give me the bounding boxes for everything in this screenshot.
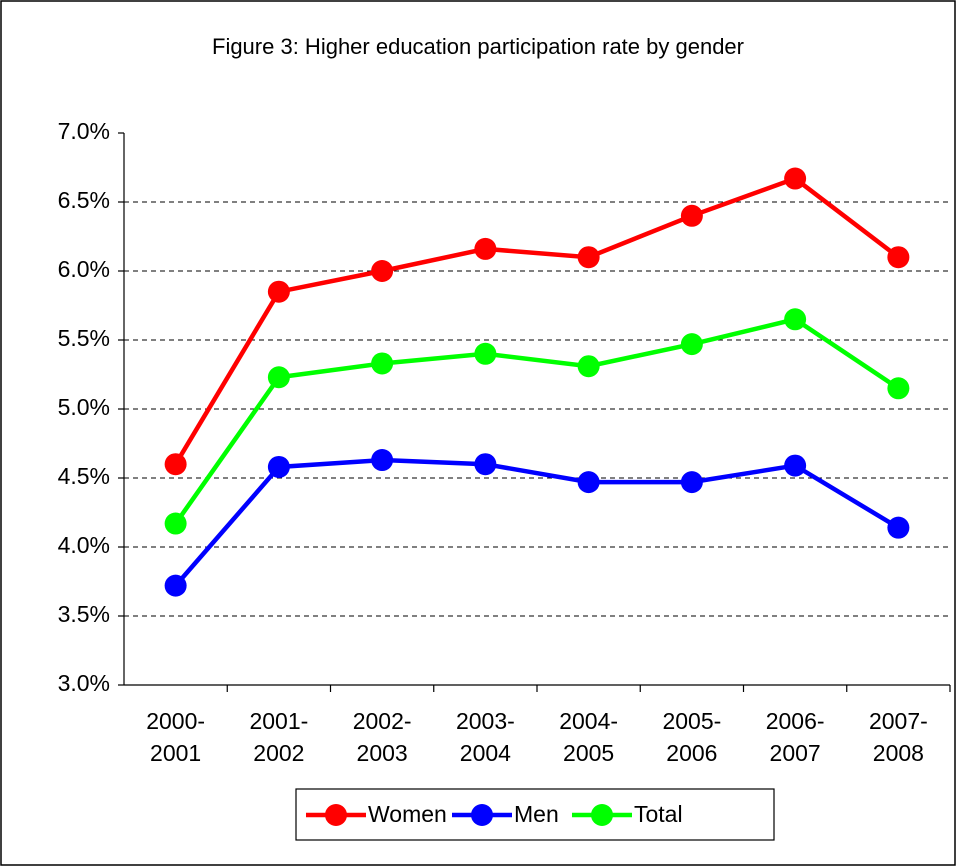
data-point bbox=[474, 237, 497, 260]
y-tick-label: 4.5% bbox=[58, 463, 110, 489]
y-tick-label: 4.0% bbox=[58, 532, 110, 558]
x-tick-label: 2007- 2008 bbox=[868, 708, 928, 766]
data-point bbox=[680, 471, 703, 494]
y-tick-label: 3.0% bbox=[58, 670, 110, 696]
y-tick-label: 7.0% bbox=[58, 118, 110, 144]
chart-title: Figure 3: Higher education participation… bbox=[212, 34, 744, 59]
y-tick-label: 5.5% bbox=[58, 325, 110, 351]
data-point bbox=[371, 260, 394, 282]
data-point bbox=[577, 355, 600, 378]
data-point bbox=[784, 454, 807, 477]
data-point bbox=[371, 352, 394, 375]
x-tick-label: 2002- 2003 bbox=[352, 708, 412, 766]
data-point bbox=[164, 574, 187, 597]
y-tick-label: 6.0% bbox=[58, 256, 110, 282]
data-point bbox=[784, 167, 807, 190]
x-tick-label: 2000- 2001 bbox=[146, 708, 206, 766]
legend-label: Men bbox=[514, 801, 559, 827]
x-tick-label: 2006- 2007 bbox=[765, 708, 825, 766]
legend-marker bbox=[325, 804, 347, 826]
data-point bbox=[267, 366, 290, 389]
data-point bbox=[680, 333, 703, 356]
series-line bbox=[173, 316, 900, 525]
legend-label: Total bbox=[634, 801, 683, 827]
legend-box bbox=[295, 788, 775, 841]
data-point bbox=[577, 246, 600, 269]
data-point bbox=[164, 512, 187, 535]
y-tick-label: 5.0% bbox=[58, 394, 110, 420]
data-point bbox=[267, 280, 290, 303]
data-point bbox=[887, 377, 910, 400]
data-point bbox=[267, 455, 290, 478]
legend-marker bbox=[591, 804, 613, 826]
data-point bbox=[680, 204, 703, 227]
legend-label: Women bbox=[368, 801, 447, 827]
data-point bbox=[577, 471, 600, 494]
x-tick-label: 2004- 2005 bbox=[559, 708, 619, 766]
series-line bbox=[173, 176, 900, 466]
x-tick-label: 2001- 2002 bbox=[249, 708, 309, 766]
data-point bbox=[887, 246, 910, 269]
data-point bbox=[371, 449, 394, 472]
y-tick-label: 6.5% bbox=[58, 187, 110, 213]
x-tick-label: 2005- 2006 bbox=[662, 708, 722, 766]
y-tick-label: 3.5% bbox=[58, 601, 110, 627]
data-point bbox=[164, 453, 187, 476]
legend-marker bbox=[471, 804, 493, 826]
data-point bbox=[474, 342, 497, 365]
series-line bbox=[173, 457, 900, 588]
data-point bbox=[887, 516, 910, 539]
data-point bbox=[784, 308, 807, 331]
x-tick-label: 2003- 2004 bbox=[455, 708, 515, 766]
data-point bbox=[474, 453, 497, 476]
